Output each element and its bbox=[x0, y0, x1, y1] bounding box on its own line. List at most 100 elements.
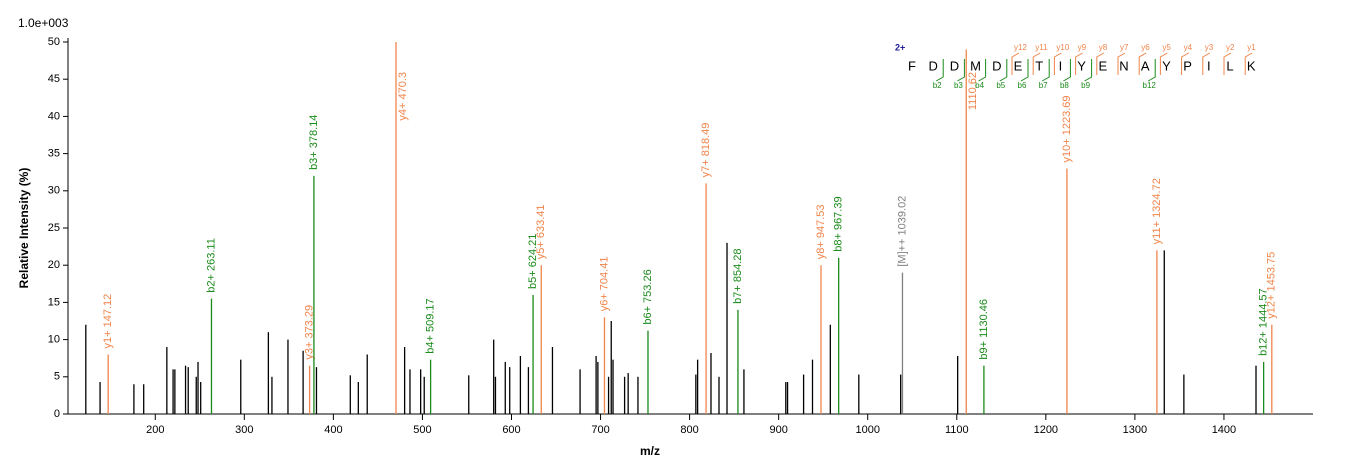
residue: F bbox=[908, 58, 916, 73]
residue: M bbox=[970, 58, 981, 73]
x-tick-label: 1400 bbox=[1212, 424, 1236, 436]
peak-label: y7+ 818.49 bbox=[700, 123, 712, 178]
peak-label: y8+ 947.53 bbox=[815, 204, 827, 259]
peak-label: y5+ 633.41 bbox=[535, 204, 547, 259]
residue: D bbox=[950, 58, 959, 73]
peak-label: y10+ 1223.69 bbox=[1061, 95, 1073, 162]
y-tick-label: 10 bbox=[48, 334, 60, 346]
peak-label: y12+ 1453.75 bbox=[1266, 252, 1278, 319]
y-tick-label: 35 bbox=[48, 148, 60, 160]
residue: K bbox=[1247, 58, 1256, 73]
x-tick-label: 800 bbox=[680, 424, 698, 436]
x-tick-label: 1300 bbox=[1123, 424, 1147, 436]
residue: N bbox=[1119, 58, 1128, 73]
x-tick-label: 700 bbox=[591, 424, 609, 436]
y-ion-bracket bbox=[1159, 52, 1168, 75]
y-ion-bracket bbox=[1053, 52, 1062, 75]
y-ion-bracket bbox=[1202, 52, 1211, 75]
y-ion-label: y10 bbox=[1056, 43, 1069, 52]
b-ion-bracket bbox=[1041, 59, 1050, 82]
peak-label: y11+ 1324.72 bbox=[1151, 178, 1163, 244]
b-ion-bracket bbox=[1147, 59, 1156, 82]
b-ion-bracket bbox=[935, 59, 944, 82]
y-ion-label: y11 bbox=[1035, 43, 1048, 52]
x-tick-label: 1000 bbox=[855, 424, 879, 436]
y-tick-label: 0 bbox=[54, 408, 60, 420]
peak-label: b6+ 753.26 bbox=[642, 269, 654, 324]
y-tick-label: 40 bbox=[48, 110, 60, 122]
y-ion-label: y2 bbox=[1226, 43, 1235, 52]
y-tick-label: 50 bbox=[48, 36, 60, 48]
peak-label: y1+ 147.12 bbox=[102, 294, 114, 349]
scale-label: 1.0e+003 bbox=[18, 16, 69, 30]
b-ion-bracket bbox=[999, 59, 1008, 82]
residue: P bbox=[1183, 58, 1192, 73]
y-ion-bracket bbox=[1223, 52, 1232, 75]
y-ion-bracket bbox=[1032, 52, 1041, 75]
residue: T bbox=[1035, 58, 1043, 73]
b-ion-bracket bbox=[1084, 59, 1093, 82]
peak-label: b8+ 967.39 bbox=[833, 196, 845, 251]
y-ion-label: y1 bbox=[1247, 43, 1256, 52]
y-tick-label: 15 bbox=[48, 296, 60, 308]
residue: Y bbox=[1162, 58, 1171, 73]
peak-label: b3+ 378.14 bbox=[308, 115, 320, 170]
b-ion-label: b8 bbox=[1060, 81, 1069, 90]
y-ion-label: y8 bbox=[1099, 43, 1108, 52]
peak-label: b7+ 854.28 bbox=[732, 248, 744, 303]
x-tick-label: 200 bbox=[146, 424, 164, 436]
residue: I bbox=[1059, 58, 1063, 73]
y-tick-label: 20 bbox=[48, 259, 60, 271]
peak-label: b9+ 1130.46 bbox=[978, 299, 990, 360]
b-ion-label: b9 bbox=[1081, 81, 1090, 90]
x-tick-label: 300 bbox=[235, 424, 253, 436]
peak-label: y4+ 470.3 bbox=[397, 72, 409, 121]
b-ion-bracket bbox=[957, 59, 965, 82]
b-ion-bracket bbox=[978, 59, 987, 82]
y-tick-label: 5 bbox=[54, 371, 60, 383]
charge-state: 2+ bbox=[895, 42, 905, 52]
b-ion-label: b4 bbox=[975, 81, 984, 90]
y-tick-label: 25 bbox=[48, 222, 60, 234]
y-ion-label: y7 bbox=[1120, 43, 1129, 52]
peak-label: [M]++ 1039.02 bbox=[896, 196, 908, 267]
x-axis-label: m/z bbox=[640, 444, 660, 458]
x-tick-label: 900 bbox=[769, 424, 787, 436]
x-tick-label: 500 bbox=[413, 424, 431, 436]
peak-label: b4+ 509.17 bbox=[425, 298, 437, 353]
b-ion-label: b12 bbox=[1143, 81, 1157, 90]
x-tick-label: 1100 bbox=[945, 424, 969, 436]
residue: A bbox=[1141, 58, 1150, 73]
y-ion-label: y12 bbox=[1014, 43, 1027, 52]
y-ion-bracket bbox=[1096, 52, 1105, 75]
y-ion-label: y9 bbox=[1078, 43, 1087, 52]
y-ion-label: y4 bbox=[1184, 43, 1193, 52]
x-tick-label: 400 bbox=[324, 424, 342, 436]
x-tick-label: 1200 bbox=[1034, 424, 1058, 436]
b-ion-label: b5 bbox=[996, 81, 1005, 90]
y-ion-bracket bbox=[1117, 52, 1126, 75]
peak-label: 1110.62 bbox=[967, 72, 979, 110]
residue: I bbox=[1207, 58, 1211, 73]
b-ion-label: b3 bbox=[954, 81, 963, 90]
y-ion-bracket bbox=[1181, 52, 1189, 75]
peak-label: b2+ 263.11 bbox=[205, 238, 217, 293]
y-ion-label: y5 bbox=[1162, 43, 1171, 52]
b-ion-label: b6 bbox=[1018, 81, 1027, 90]
residue: D bbox=[992, 58, 1001, 73]
y-ion-label: y3 bbox=[1205, 43, 1214, 52]
y-ion-bracket bbox=[1244, 52, 1253, 75]
peak-label: b12+ 1444.57 bbox=[1258, 288, 1270, 356]
y-ion-label: y6 bbox=[1141, 43, 1150, 52]
y-axis-label: Relative Intensity (%) bbox=[17, 168, 31, 289]
y-ion-bracket bbox=[1075, 52, 1083, 75]
x-tick-label: 600 bbox=[502, 424, 520, 436]
residue: E bbox=[1014, 58, 1023, 73]
residue: D bbox=[929, 58, 938, 73]
b-ion-bracket bbox=[1063, 59, 1071, 82]
y-ion-bracket bbox=[1138, 52, 1147, 75]
y-tick-label: 30 bbox=[48, 185, 60, 197]
residue: Y bbox=[1077, 58, 1086, 73]
b-ion-label: b7 bbox=[1039, 81, 1048, 90]
